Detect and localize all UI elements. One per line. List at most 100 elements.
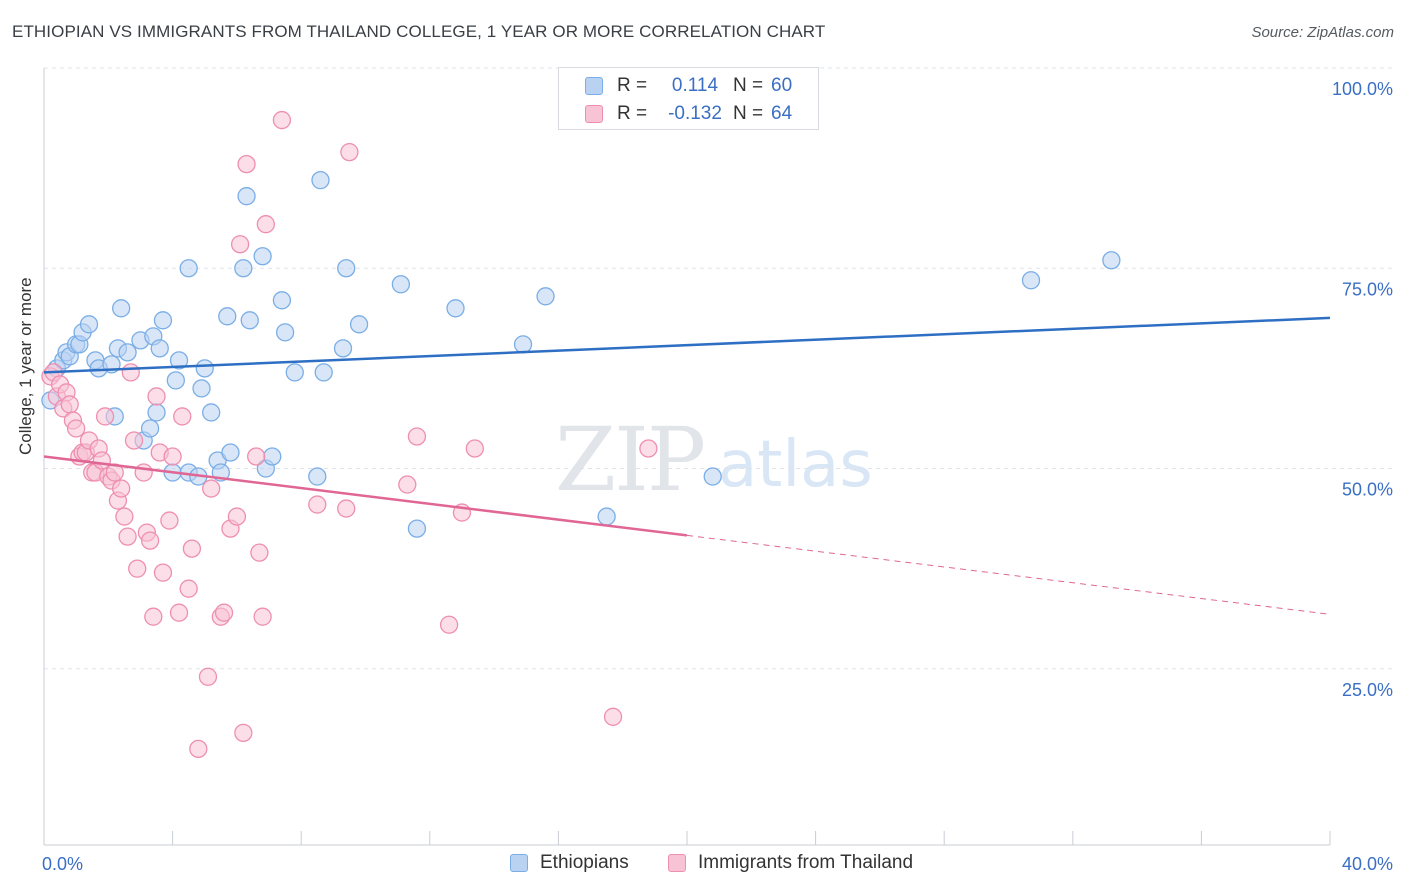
- data-point-ethiopians: [337, 259, 356, 278]
- data-point-thailand: [407, 427, 427, 446]
- data-point-thailand: [128, 559, 147, 578]
- data-point-thailand: [118, 527, 137, 546]
- x-tick-label: 0.0%: [42, 854, 83, 874]
- trend-line-ethiopians: [43, 316, 1331, 374]
- data-point-ethiopians: [202, 403, 221, 422]
- data-point-ethiopians: [79, 315, 99, 334]
- data-point-ethiopians: [150, 339, 169, 358]
- legend-item-thailand[interactable]: Immigrants from Thailand: [668, 852, 913, 874]
- data-point-ethiopians: [237, 187, 256, 206]
- data-point-ethiopians: [1021, 271, 1041, 290]
- data-point-ethiopians: [272, 291, 292, 310]
- data-point-ethiopians: [112, 299, 131, 318]
- watermark-atlas: atlas: [718, 428, 873, 502]
- data-point-ethiopians: [513, 335, 533, 354]
- legend-r-label: R =: [617, 75, 648, 96]
- data-point-ethiopians: [1102, 251, 1121, 270]
- data-point-ethiopians: [147, 403, 166, 422]
- legend-r-value: -0.132: [668, 103, 722, 124]
- source-label: Source: ZipAtlas.com: [1251, 24, 1394, 41]
- data-point-thailand: [398, 475, 417, 494]
- data-point-thailand: [189, 739, 208, 759]
- y-tick-label: 50.0%: [1342, 480, 1393, 500]
- x-tick-label: 40.0%: [1342, 854, 1393, 874]
- data-point-ethiopians: [240, 311, 259, 330]
- data-point-thailand: [465, 439, 484, 458]
- data-point-thailand: [163, 447, 182, 466]
- legend-item-ethiopians[interactable]: Ethiopians: [510, 852, 629, 874]
- data-point-thailand: [95, 407, 115, 426]
- data-point-ethiopians: [153, 311, 173, 330]
- data-point-thailand: [182, 539, 202, 558]
- data-point-ethiopians: [407, 519, 427, 538]
- data-point-ethiopians: [536, 287, 555, 306]
- data-point-thailand: [439, 615, 459, 634]
- data-point-ethiopians: [333, 339, 353, 358]
- data-point-thailand: [60, 395, 79, 414]
- data-point-thailand: [214, 603, 234, 622]
- legend-n-label: N =: [733, 103, 764, 124]
- legend-row-thailand: R = -0.132 N = 64: [585, 101, 792, 127]
- data-point-ethiopians: [166, 371, 185, 390]
- legend-n-value: 60: [771, 75, 793, 96]
- legend-row-ethiopians: R = 0.114 N = 60: [585, 73, 792, 99]
- legend-r-value: 0.114: [671, 75, 719, 96]
- data-point-thailand: [337, 499, 356, 518]
- correlation-legend: R = 0.114 N = 60 R = -0.132 N = 64: [558, 67, 819, 130]
- legend-item-label: Immigrants from Thailand: [698, 852, 914, 873]
- data-point-thailand: [272, 110, 292, 130]
- data-point-thailand: [237, 154, 256, 174]
- data-point-ethiopians: [218, 307, 237, 326]
- data-point-thailand: [124, 431, 144, 450]
- data-point-ethiopians: [391, 275, 411, 294]
- data-point-thailand: [227, 507, 247, 526]
- data-point-ethiopians: [308, 467, 327, 486]
- data-point-ethiopians: [349, 315, 369, 334]
- data-point-ethiopians: [311, 170, 330, 190]
- data-point-thailand: [256, 215, 275, 234]
- data-point-ethiopians: [195, 359, 214, 378]
- data-point-ethiopians: [118, 343, 137, 362]
- data-point-thailand: [250, 543, 269, 562]
- data-point-thailand: [603, 707, 623, 726]
- data-point-thailand: [198, 667, 218, 686]
- data-point-thailand: [247, 447, 266, 466]
- y-tick-label: 100.0%: [1332, 79, 1393, 99]
- data-point-thailand: [202, 479, 221, 498]
- legend-n-label: N =: [733, 75, 764, 96]
- data-point-ethiopians: [263, 447, 282, 466]
- data-point-thailand: [147, 387, 166, 406]
- data-point-thailand: [121, 363, 140, 382]
- legend-n-value: 64: [771, 103, 793, 124]
- data-point-ethiopians: [446, 299, 465, 318]
- data-point-thailand: [234, 723, 253, 743]
- data-point-thailand: [140, 531, 160, 550]
- data-point-thailand: [153, 563, 173, 582]
- data-point-thailand: [169, 603, 189, 622]
- data-point-thailand: [230, 235, 250, 254]
- legend-swatch-blue: [510, 854, 528, 872]
- data-point-ethiopians: [179, 259, 198, 278]
- data-point-ethiopians: [703, 467, 722, 486]
- legend-item-label: Ethiopians: [540, 852, 629, 873]
- data-point-ethiopians: [275, 323, 295, 342]
- series-legend: Ethiopians Immigrants from Thailand: [0, 852, 1406, 878]
- trend-line-extension-thailand: [686, 534, 1331, 615]
- trend-line-thailand: [43, 455, 688, 537]
- chart-title: ETHIOPIAN VS IMMIGRANTS FROM THAILAND CO…: [12, 22, 826, 41]
- legend-swatch-pink: [668, 854, 686, 872]
- data-point-ethiopians: [221, 443, 240, 462]
- data-point-ethiopians: [597, 507, 616, 526]
- legend-r-label: R =: [617, 103, 648, 124]
- data-point-thailand: [340, 142, 359, 162]
- data-point-thailand: [92, 451, 112, 470]
- data-point-thailand: [115, 507, 134, 526]
- data-point-thailand: [173, 407, 192, 426]
- legend-swatch-blue: [585, 77, 603, 95]
- data-point-thailand: [112, 479, 131, 498]
- y-tick-label: 75.0%: [1342, 279, 1393, 299]
- data-point-thailand: [253, 607, 272, 626]
- y-tick-label: 25.0%: [1342, 680, 1393, 700]
- data-point-ethiopians: [192, 379, 211, 398]
